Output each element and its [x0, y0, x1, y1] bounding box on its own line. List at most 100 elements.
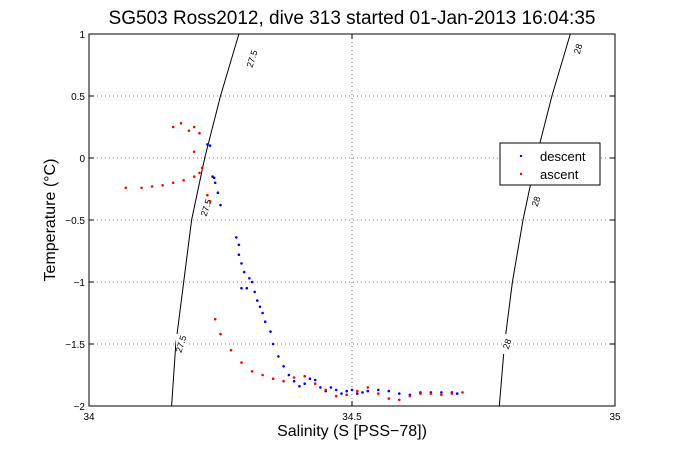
- descent-point: [440, 391, 443, 394]
- contour-label: 28: [572, 43, 585, 56]
- ascent-point: [292, 376, 296, 379]
- descent-point: [237, 243, 241, 247]
- legend: descent ascent: [499, 142, 601, 186]
- ascent-point: [208, 200, 212, 203]
- ascent-point: [200, 166, 204, 170]
- axis-ticks: 34 34.5 35 −2 −1.5 −1 −0.5 0 0.5 1: [65, 30, 621, 423]
- descent-point: [334, 388, 338, 392]
- contour-label-bg: [201, 197, 212, 218]
- descent-point: [455, 392, 459, 395]
- descent-point: [269, 330, 272, 333]
- y-tick-label: −2: [74, 402, 86, 413]
- ascent-point: [182, 179, 185, 182]
- x-tick-label: 34: [83, 412, 95, 423]
- ascent-point: [387, 397, 391, 400]
- ascent-point: [429, 392, 433, 395]
- descent-point: [242, 270, 246, 274]
- ascent-point: [219, 332, 222, 336]
- ascent-point: [408, 394, 412, 398]
- ascent-point: [192, 175, 196, 178]
- ascent-point: [229, 348, 233, 352]
- y-tick-label: −0.5: [65, 216, 85, 227]
- ascent-point: [192, 150, 196, 154]
- descent-point: [345, 389, 349, 393]
- descent-point: [277, 355, 280, 358]
- legend-descent-label: descent: [540, 149, 586, 164]
- contour-label-bg: [502, 334, 513, 354]
- ascent-point: [356, 389, 359, 393]
- descent-point: [298, 384, 301, 388]
- ascent-point: [171, 125, 175, 129]
- y-axis-label: Temperature (°C): [42, 159, 59, 282]
- descent-point: [213, 181, 217, 185]
- chart-title: SG503 Ross2012, dive 313 started 01-Jan-…: [109, 8, 596, 29]
- data-points: [124, 122, 464, 402]
- descent-point: [240, 286, 243, 290]
- y-tick-label: −1: [74, 278, 86, 289]
- ascent-point: [303, 374, 307, 378]
- descent-point: [350, 388, 354, 392]
- contour-label: 28: [501, 338, 514, 351]
- descent-point: [329, 386, 333, 389]
- descent-point: [206, 143, 209, 146]
- ascent-point: [140, 186, 143, 190]
- descent-point: [387, 389, 391, 393]
- ascent-point: [398, 398, 401, 402]
- y-tick-label: −1.5: [65, 340, 85, 351]
- ascent-point: [345, 393, 349, 397]
- ascent-point: [334, 394, 338, 398]
- ascent-point: [161, 184, 164, 187]
- descent-point: [292, 379, 296, 383]
- contour-label-bg: [247, 48, 258, 69]
- ascent-point: [198, 131, 201, 135]
- descent-point: [398, 392, 401, 395]
- descent-point: [258, 305, 262, 309]
- ascent-point: [419, 392, 422, 395]
- ascent-point: [124, 186, 128, 190]
- x-tick-label: 35: [609, 412, 621, 423]
- descent-point: [361, 391, 364, 394]
- y-tick-label: 0: [79, 154, 85, 165]
- density-contours: 27.5 27.5 27.5 28 28 28: [171, 33, 585, 407]
- y-tick-label: 1: [79, 30, 85, 41]
- descent-point: [219, 203, 222, 207]
- density-contour-line: [171, 33, 240, 407]
- descent-point: [255, 299, 259, 302]
- descent-point: [356, 392, 359, 395]
- descent-point: [271, 342, 275, 346]
- ascent-point: [282, 379, 285, 383]
- ascent-point: [377, 392, 380, 395]
- grid-lines: [89, 34, 615, 406]
- ascent-point: [250, 370, 254, 373]
- legend-descent-marker: [519, 154, 523, 158]
- descent-point: [282, 365, 285, 368]
- contour-label-bg: [176, 334, 187, 354]
- descent-point: [235, 236, 238, 239]
- x-axis-label: Salinity (S [PSS−78]): [277, 423, 427, 440]
- contour-label-bg: [573, 38, 584, 59]
- ascent-point: [213, 317, 217, 321]
- descent-point: [216, 191, 220, 194]
- descent-point: [366, 389, 370, 393]
- contour-label: 27.5: [199, 198, 214, 218]
- ascent-point: [324, 388, 328, 392]
- legend-box: [499, 142, 601, 186]
- descent-point: [377, 388, 380, 392]
- contour-label: 28: [530, 195, 543, 208]
- descent-point: [240, 262, 243, 265]
- descent-point: [248, 277, 251, 280]
- ascent-point: [261, 373, 264, 377]
- y-tick-label: 0.5: [71, 92, 85, 103]
- ascent-point: [450, 392, 454, 395]
- ascent-point: [366, 386, 370, 389]
- descent-point: [261, 311, 264, 315]
- ascent-point: [192, 125, 196, 129]
- descent-point: [237, 253, 241, 256]
- ascent-point: [240, 361, 243, 364]
- ascent-point: [271, 377, 275, 381]
- descent-point: [308, 377, 312, 381]
- contour-label: 27.5: [174, 334, 189, 354]
- ascent-point: [440, 393, 443, 397]
- descent-point: [212, 176, 216, 180]
